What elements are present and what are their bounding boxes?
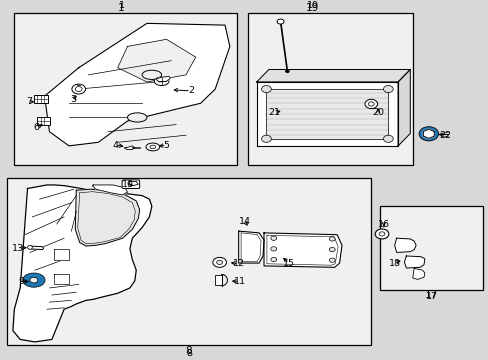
Polygon shape [264,233,341,267]
Text: 3: 3 [70,95,76,104]
Ellipse shape [150,145,156,149]
Text: 5: 5 [163,141,169,150]
Ellipse shape [367,102,373,106]
Ellipse shape [30,277,38,283]
Ellipse shape [383,135,392,142]
Text: 20: 20 [371,108,383,117]
Text: 9: 9 [18,277,24,286]
Ellipse shape [22,273,45,287]
Ellipse shape [27,246,32,249]
Polygon shape [256,82,397,146]
Bar [34,95,48,103]
Ellipse shape [146,143,159,151]
Polygon shape [77,84,80,85]
Ellipse shape [154,77,168,85]
Polygon shape [256,69,409,82]
Ellipse shape [329,237,334,241]
Bar [215,275,221,285]
Text: 11: 11 [233,277,245,286]
Polygon shape [28,246,43,249]
Ellipse shape [277,19,284,24]
Ellipse shape [142,70,161,80]
Polygon shape [394,238,415,252]
Ellipse shape [25,274,42,286]
Ellipse shape [72,84,85,94]
Text: 2: 2 [187,86,193,95]
Text: 6: 6 [33,123,39,132]
Ellipse shape [374,229,388,239]
Ellipse shape [364,99,377,109]
Text: 22: 22 [439,131,450,140]
Polygon shape [156,76,170,82]
Ellipse shape [261,85,271,93]
Text: 4: 4 [112,141,118,150]
Ellipse shape [127,113,147,122]
Text: 10: 10 [121,180,133,189]
Polygon shape [75,189,140,246]
Text: 12: 12 [232,259,244,268]
Polygon shape [92,185,127,195]
Polygon shape [412,269,424,279]
Bar [248,13,412,165]
Polygon shape [266,89,387,139]
Polygon shape [128,181,138,186]
Bar [14,13,237,165]
Polygon shape [397,69,409,146]
Text: 19: 19 [305,3,319,13]
Text: 1: 1 [119,1,124,10]
Text: 18: 18 [388,258,400,267]
Ellipse shape [378,232,384,236]
Polygon shape [44,23,229,146]
FancyBboxPatch shape [122,180,140,189]
Text: 19: 19 [306,1,318,10]
Text: 7: 7 [26,97,32,106]
Ellipse shape [270,247,276,251]
Polygon shape [404,256,424,268]
Ellipse shape [383,85,392,93]
Text: 15: 15 [283,258,295,267]
Ellipse shape [216,260,222,265]
Polygon shape [54,274,69,284]
Ellipse shape [418,127,438,141]
Ellipse shape [270,257,276,262]
Polygon shape [54,249,69,260]
Ellipse shape [329,258,334,262]
Ellipse shape [212,257,226,267]
Polygon shape [118,39,195,82]
Ellipse shape [261,135,271,142]
Ellipse shape [75,86,82,91]
Ellipse shape [285,70,289,73]
Text: 1: 1 [118,3,124,13]
Bar [379,206,483,290]
Polygon shape [124,146,135,149]
Text: 8: 8 [185,349,191,358]
Text: 8: 8 [185,346,192,356]
Text: 16: 16 [377,220,389,229]
Bar [6,178,370,346]
Ellipse shape [270,236,276,240]
Text: 17: 17 [424,290,437,300]
Text: 17: 17 [425,292,437,301]
Polygon shape [423,129,433,138]
Text: 13: 13 [12,244,24,253]
Polygon shape [238,231,264,263]
Ellipse shape [329,247,334,252]
Bar [37,117,50,125]
Text: 21: 21 [268,108,280,117]
Polygon shape [13,185,152,342]
Text: 14: 14 [238,217,250,226]
